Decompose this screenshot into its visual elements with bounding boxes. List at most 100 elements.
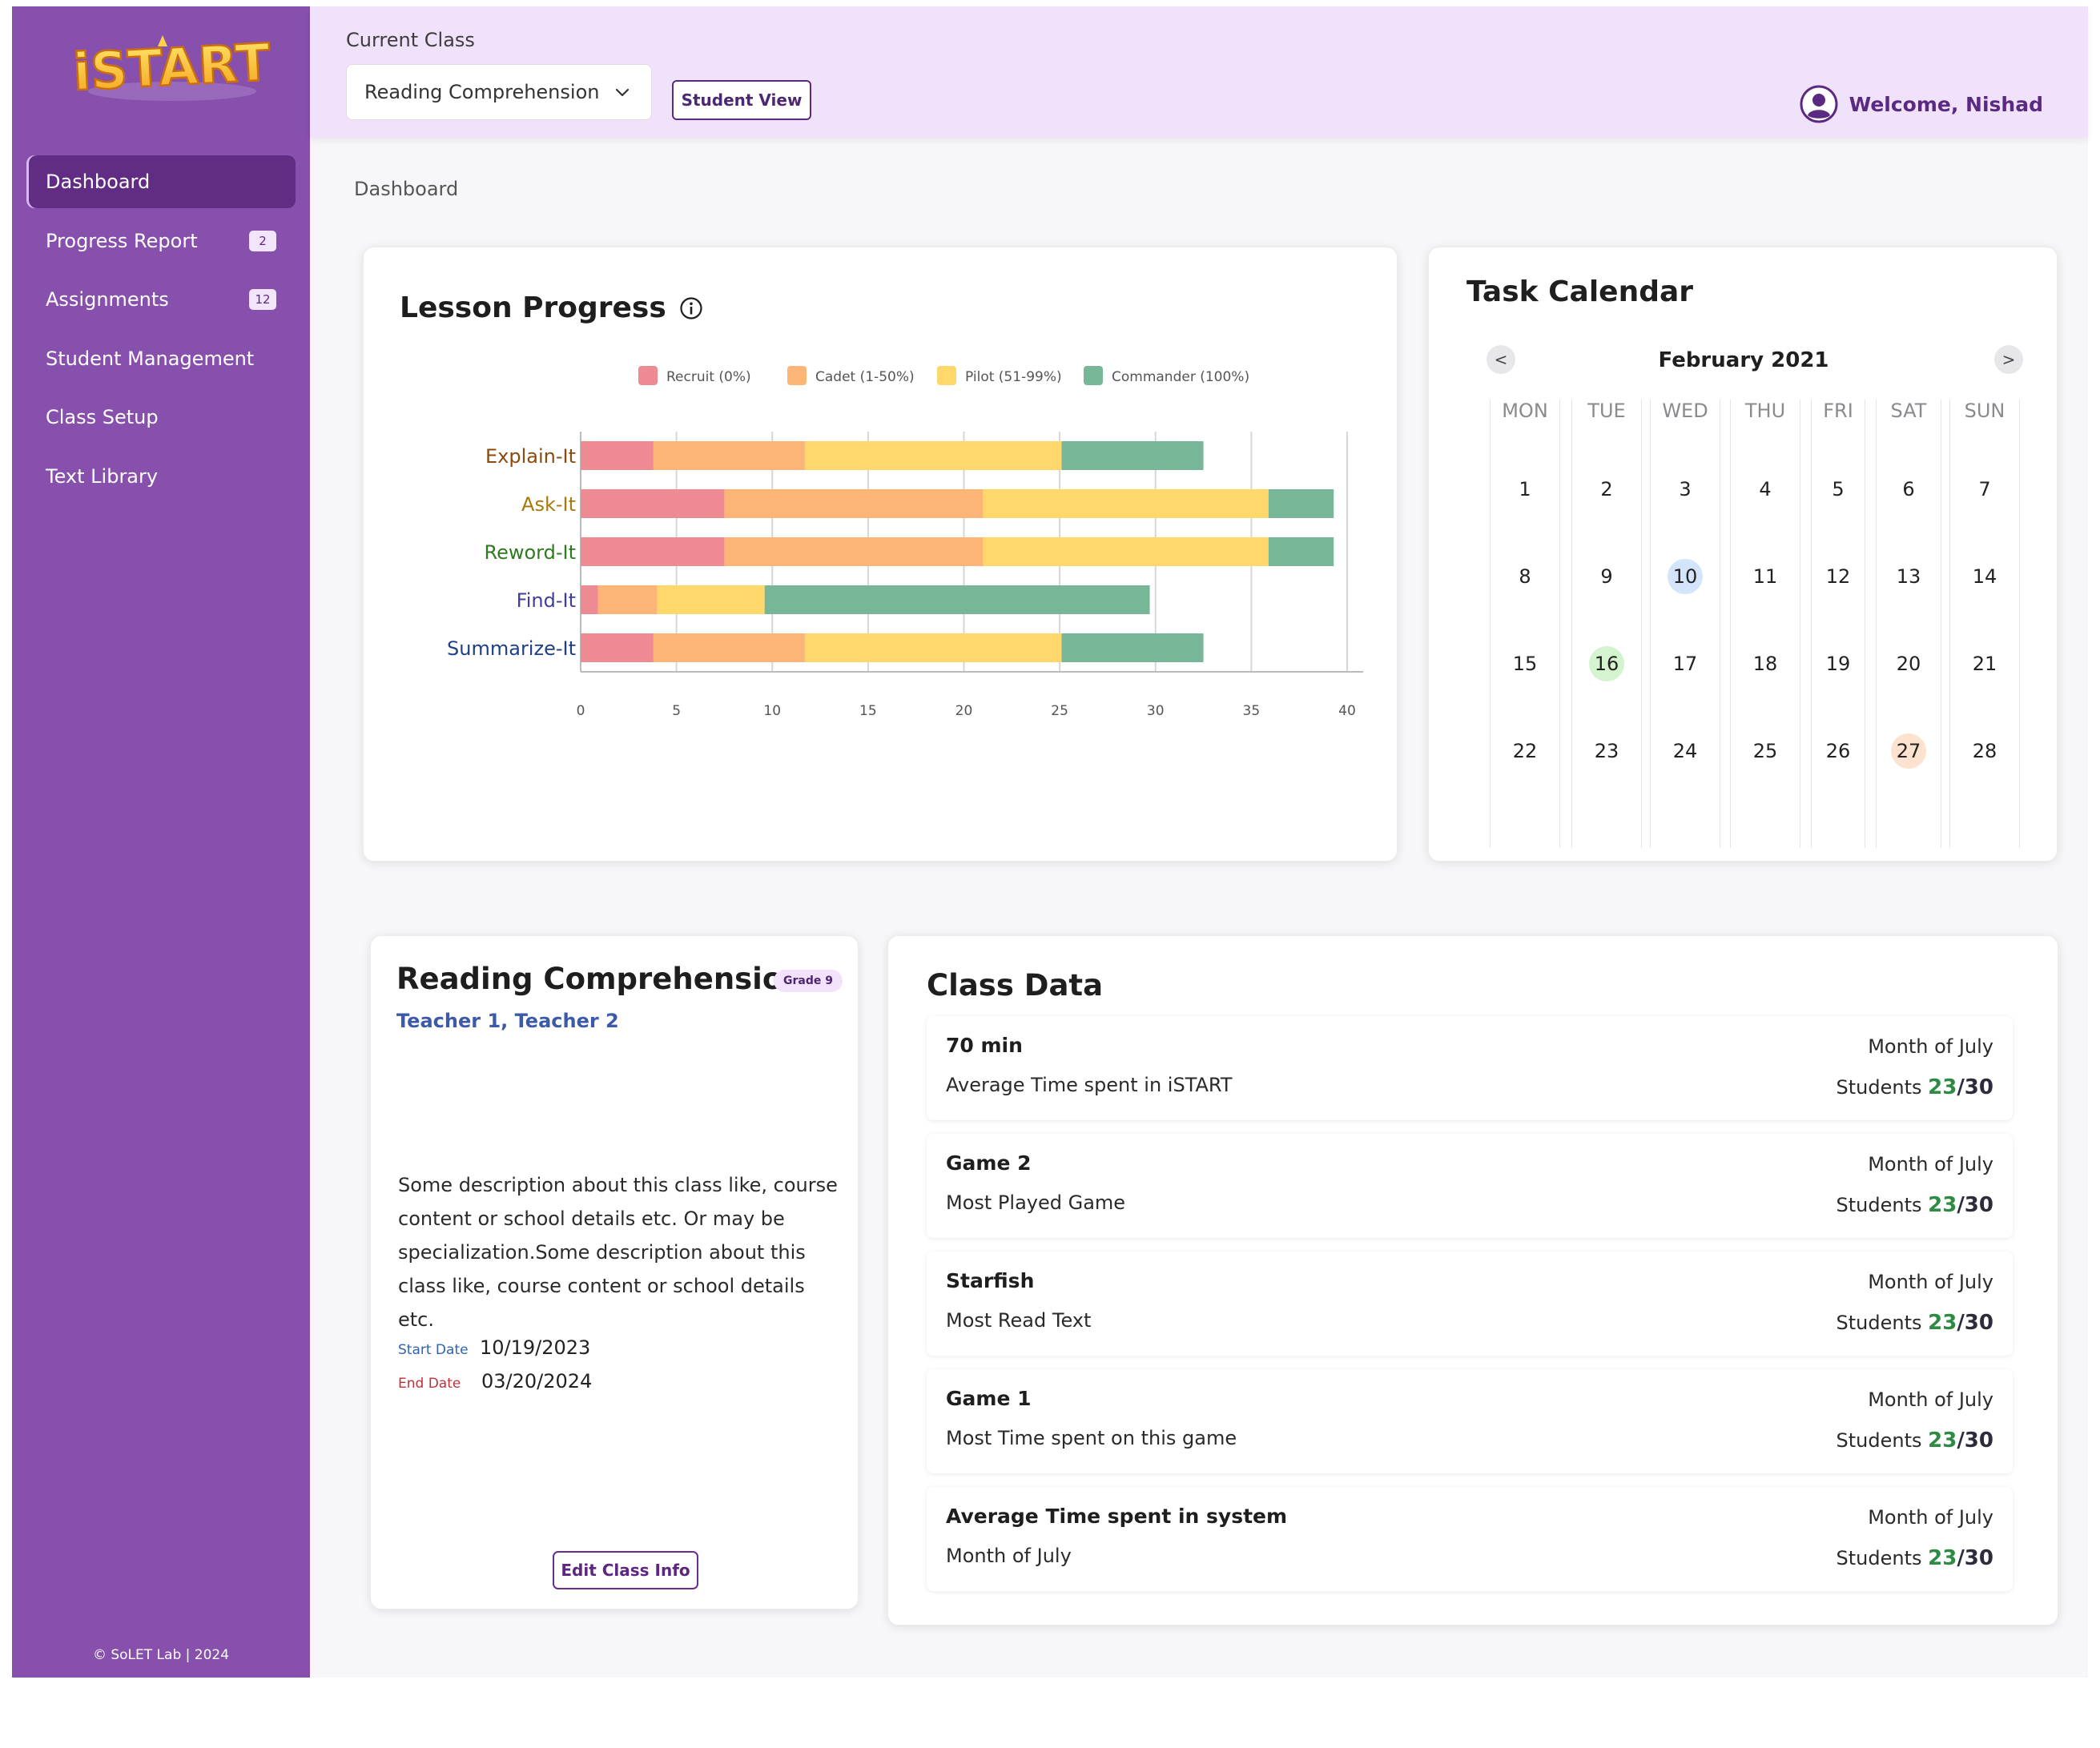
calendar-day[interactable]: 1 bbox=[1519, 478, 1531, 500]
class-data-row: Starfish Most Read Text Month of July Stude… bbox=[927, 1252, 2013, 1356]
calendar-day[interactable]: 9 bbox=[1600, 565, 1613, 588]
calendar-day[interactable]: 22 bbox=[1512, 740, 1538, 762]
students-label: Students bbox=[1836, 1312, 1922, 1334]
bar-segment[interactable] bbox=[597, 585, 658, 614]
sidebar-item-label: Dashboard bbox=[46, 171, 151, 193]
legend-swatch bbox=[787, 366, 807, 385]
bar-segment[interactable] bbox=[983, 537, 1269, 566]
bar-segment[interactable] bbox=[581, 441, 654, 470]
students-total: /30 bbox=[1957, 1193, 1993, 1217]
student-view-button[interactable]: Student View bbox=[672, 80, 811, 120]
calendar-day[interactable]: 26 bbox=[1825, 740, 1851, 762]
calendar-day[interactable]: 23 bbox=[1594, 740, 1619, 762]
class-data-row: Game 1 Most Time spent on this game Month … bbox=[927, 1369, 2013, 1473]
class-info-card: Reading Comprehension Grade 9 Teacher 1,… bbox=[370, 935, 859, 1609]
students-total: /30 bbox=[1957, 1311, 1993, 1335]
calendar-day[interactable]: 20 bbox=[1896, 653, 1921, 675]
calendar-day[interactable]: 12 bbox=[1825, 565, 1851, 588]
weekday-header: THU bbox=[1744, 400, 1786, 422]
bar-segment[interactable] bbox=[581, 585, 598, 614]
calendar-day[interactable]: 10 bbox=[1668, 559, 1703, 594]
bar-segment[interactable] bbox=[724, 489, 984, 518]
calendar-day[interactable]: 28 bbox=[1972, 740, 1997, 762]
bar-segment[interactable] bbox=[804, 633, 1062, 662]
calendar-day[interactable]: 2 bbox=[1600, 478, 1613, 500]
bar-segment[interactable] bbox=[724, 537, 984, 566]
students-count: 23 bbox=[1928, 1429, 1957, 1453]
lesson-progress-card: Lesson Progress Recruit (0%) Cadet (1-50%… bbox=[363, 247, 1398, 862]
stat-description: Average Time spent in iSTART bbox=[946, 1074, 1233, 1096]
task-calendar-card: Task Calendar < February 2021 > MON TUE WE… bbox=[1428, 247, 2058, 862]
app-window: iSTART Dashboard Progress Report 2 Assig… bbox=[12, 6, 2088, 1678]
calendar-column bbox=[1490, 400, 1560, 848]
x-tick-label: 15 bbox=[859, 703, 877, 719]
students-count: 23 bbox=[1928, 1311, 1957, 1335]
sidebar-item-label: Class Setup bbox=[46, 406, 159, 428]
calendar-day[interactable]: 25 bbox=[1752, 740, 1778, 762]
class-data-title: Class Data bbox=[927, 968, 1104, 1003]
class-select-dropdown[interactable]: Reading Comprehension bbox=[346, 64, 652, 120]
bar-segment[interactable] bbox=[1268, 489, 1334, 518]
istart-logo: iSTART bbox=[70, 32, 273, 103]
user-menu[interactable]: Welcome, Nishad bbox=[1800, 85, 2043, 123]
calendar-day[interactable]: 27 bbox=[1891, 733, 1926, 769]
calendar-day[interactable]: 14 bbox=[1972, 565, 1997, 588]
bar-segment[interactable] bbox=[653, 633, 805, 662]
bar-segment[interactable] bbox=[983, 489, 1269, 518]
bar-segment[interactable] bbox=[657, 585, 765, 614]
calendar-day[interactable]: 17 bbox=[1672, 653, 1698, 675]
sidebar-item-class-setup[interactable]: Class Setup bbox=[26, 391, 296, 444]
calendar-day[interactable]: 4 bbox=[1759, 478, 1772, 500]
bar-segment[interactable] bbox=[1061, 441, 1204, 470]
calendar-day[interactable]: 3 bbox=[1679, 478, 1692, 500]
start-date-row: Start Date 10/19/2023 bbox=[398, 1336, 590, 1359]
calendar-day[interactable]: 24 bbox=[1672, 740, 1698, 762]
stat-students: Students 23/30 bbox=[1836, 1429, 1994, 1453]
sidebar-item-text-library[interactable]: Text Library bbox=[26, 450, 296, 503]
sidebar-item-label: Progress Report bbox=[46, 229, 198, 252]
calendar-day[interactable]: 11 bbox=[1752, 565, 1778, 588]
bar-segment[interactable] bbox=[581, 537, 725, 566]
legend-swatch bbox=[638, 366, 658, 385]
legend-label: Recruit (0%) bbox=[666, 369, 751, 385]
calendar-day[interactable]: 15 bbox=[1512, 653, 1538, 675]
bar-segment[interactable] bbox=[653, 441, 805, 470]
calendar-day[interactable]: 5 bbox=[1832, 478, 1845, 500]
calendar-day[interactable]: 21 bbox=[1972, 653, 1997, 675]
edit-class-info-button[interactable]: Edit Class Info bbox=[553, 1551, 698, 1589]
x-tick-label: 20 bbox=[955, 703, 973, 719]
weekday-header: TUE bbox=[1587, 400, 1626, 422]
end-date-value: 03/20/2024 bbox=[481, 1370, 593, 1392]
sidebar-item-assignments[interactable]: Assignments 12 bbox=[26, 273, 296, 326]
calendar-day[interactable]: 7 bbox=[1978, 478, 1991, 500]
info-icon[interactable] bbox=[679, 296, 703, 320]
calendar-day[interactable]: 13 bbox=[1896, 565, 1921, 588]
calendar-day[interactable]: 18 bbox=[1752, 653, 1778, 675]
start-date-label: Start Date bbox=[398, 1342, 469, 1358]
calendar-month-label: February 2021 bbox=[1658, 348, 1829, 372]
prev-month-button[interactable]: < bbox=[1486, 345, 1515, 374]
stat-description: Most Played Game bbox=[946, 1191, 1126, 1214]
bar-segment[interactable] bbox=[764, 585, 1150, 614]
calendar-day[interactable]: 6 bbox=[1902, 478, 1915, 500]
lesson-progress-title: Lesson Progress bbox=[400, 291, 666, 324]
calendar-day[interactable]: 19 bbox=[1825, 653, 1851, 675]
bar-segment[interactable] bbox=[804, 441, 1062, 470]
bar-segment[interactable] bbox=[581, 633, 654, 662]
students-count: 23 bbox=[1928, 1075, 1957, 1099]
task-calendar-title: Task Calendar bbox=[1466, 275, 1694, 308]
stat-description: Most Read Text bbox=[946, 1309, 1092, 1332]
y-category-label: Summarize-It bbox=[447, 637, 576, 660]
calendar-day[interactable]: 16 bbox=[1589, 646, 1624, 681]
sidebar-item-student-management[interactable]: Student Management bbox=[26, 332, 296, 385]
stat-title: 70 min bbox=[946, 1034, 1023, 1057]
stat-title: Starfish bbox=[946, 1269, 1035, 1292]
sidebar-item-dashboard[interactable]: Dashboard bbox=[26, 155, 296, 208]
bar-segment[interactable] bbox=[1061, 633, 1204, 662]
bar-segment[interactable] bbox=[1268, 537, 1334, 566]
calendar-day[interactable]: 8 bbox=[1519, 565, 1531, 588]
bar-segment[interactable] bbox=[581, 489, 725, 518]
count-badge: 12 bbox=[249, 289, 276, 310]
next-month-button[interactable]: > bbox=[1994, 345, 2023, 374]
sidebar-item-progress-report[interactable]: Progress Report 2 bbox=[26, 215, 296, 267]
